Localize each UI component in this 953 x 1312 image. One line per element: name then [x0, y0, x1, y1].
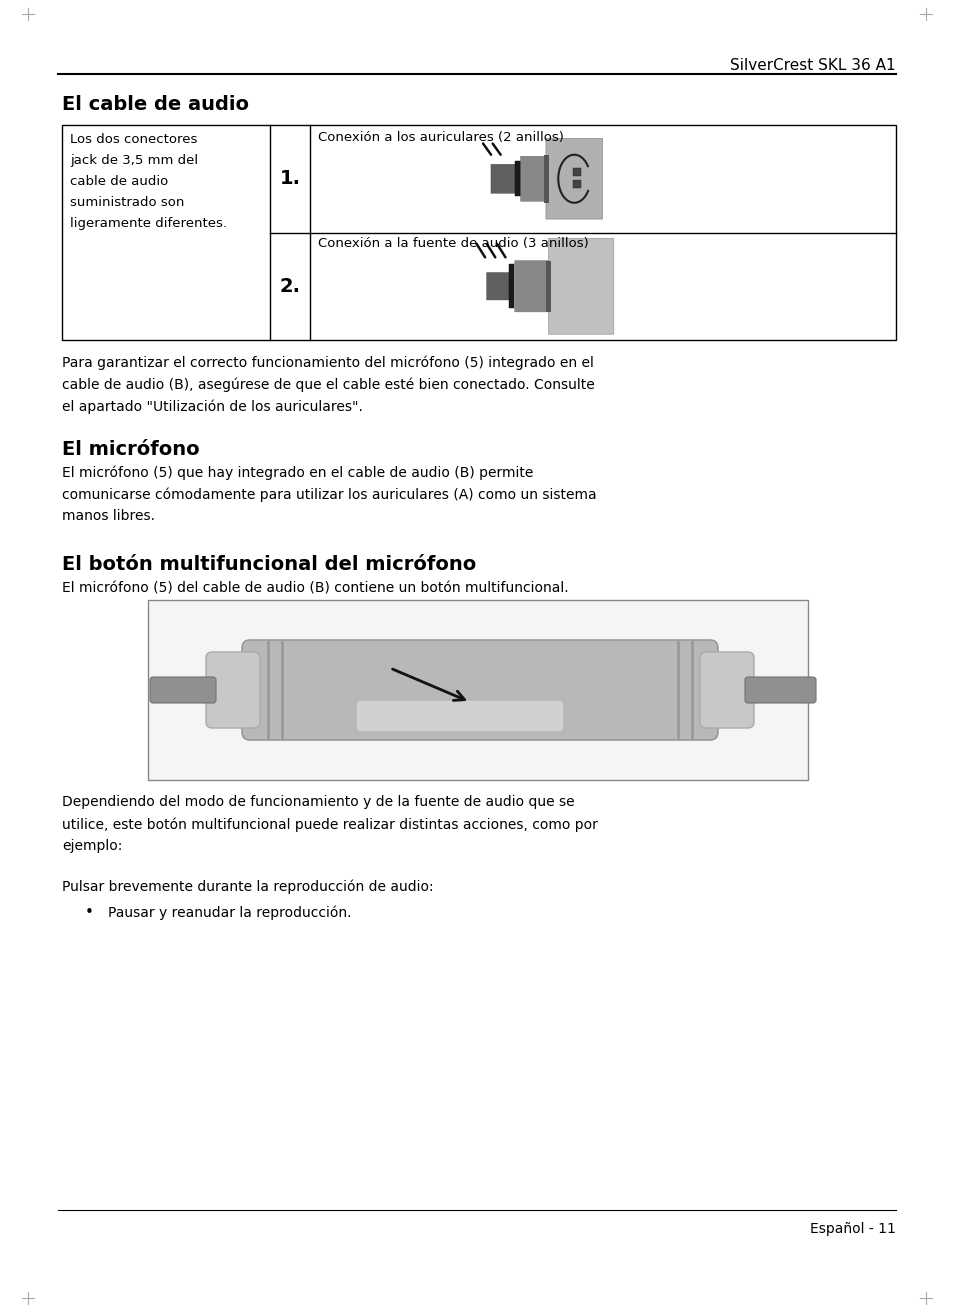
FancyBboxPatch shape — [355, 701, 563, 732]
Text: El micrófono: El micrófono — [62, 440, 199, 459]
Text: 1.: 1. — [279, 169, 300, 188]
Text: •: • — [85, 905, 93, 920]
Text: ejemplo:: ejemplo: — [62, 838, 122, 853]
FancyBboxPatch shape — [242, 640, 718, 740]
FancyBboxPatch shape — [206, 652, 260, 728]
Bar — [62, 125, 895, 340]
FancyBboxPatch shape — [150, 677, 215, 703]
Text: El micrófono (5) del cable de audio (B) contiene un botón multifuncional.: El micrófono (5) del cable de audio (B) … — [62, 583, 568, 596]
Text: cable de audio (B), asegúrese de que el cable esté bien conectado. Consulte: cable de audio (B), asegúrese de que el … — [62, 377, 594, 391]
Text: manos libres.: manos libres. — [62, 509, 154, 523]
Bar — [543, 155, 548, 203]
Text: utilice, este botón multifuncional puede realizar distintas acciones, como por: utilice, este botón multifuncional puede… — [62, 817, 598, 832]
Text: Conexión a la fuente de audio (3 anillos): Conexión a la fuente de audio (3 anillos… — [317, 236, 588, 249]
Text: SilverCrest SKL 36 A1: SilverCrest SKL 36 A1 — [730, 58, 895, 73]
Bar — [572, 180, 580, 189]
Text: 2.: 2. — [279, 277, 300, 295]
Text: Español - 11: Español - 11 — [809, 1221, 895, 1236]
FancyBboxPatch shape — [486, 273, 509, 300]
Text: Pulsar brevemente durante la reproducción de audio:: Pulsar brevemente durante la reproducció… — [62, 880, 434, 895]
Text: Conexión a los auriculares (2 anillos): Conexión a los auriculares (2 anillos) — [317, 131, 563, 144]
Text: Dependiendo del modo de funcionamiento y de la fuente de audio que se: Dependiendo del modo de funcionamiento y… — [62, 795, 574, 810]
Text: Pausar y reanudar la reproducción.: Pausar y reanudar la reproducción. — [108, 905, 351, 920]
Text: El micrófono (5) que hay integrado en el cable de audio (B) permite: El micrófono (5) que hay integrado en el… — [62, 464, 533, 479]
Text: comunicarse cómodamente para utilizar los auriculares (A) como un sistema: comunicarse cómodamente para utilizar lo… — [62, 487, 596, 501]
FancyBboxPatch shape — [744, 677, 815, 703]
FancyBboxPatch shape — [491, 164, 515, 193]
FancyBboxPatch shape — [545, 139, 602, 219]
Bar — [508, 264, 514, 308]
Text: El botón multifuncional del micrófono: El botón multifuncional del micrófono — [62, 555, 476, 575]
Bar — [546, 261, 550, 312]
FancyBboxPatch shape — [700, 652, 753, 728]
Text: Los dos conectores
jack de 3,5 mm del
cable de audio
suministrado son
ligerament: Los dos conectores jack de 3,5 mm del ca… — [70, 133, 227, 230]
Text: El cable de audio: El cable de audio — [62, 94, 249, 114]
Bar — [517, 264, 522, 308]
Bar — [525, 264, 531, 308]
Bar — [572, 168, 580, 176]
Bar — [515, 161, 520, 197]
FancyBboxPatch shape — [548, 239, 613, 335]
FancyBboxPatch shape — [514, 261, 548, 312]
Text: el apartado "Utilización de los auriculares".: el apartado "Utilización de los auricula… — [62, 399, 362, 413]
FancyBboxPatch shape — [520, 156, 546, 201]
Text: Para garantizar el correcto funcionamiento del micrófono (5) integrado en el: Para garantizar el correcto funcionamien… — [62, 356, 594, 370]
Bar — [148, 600, 807, 781]
